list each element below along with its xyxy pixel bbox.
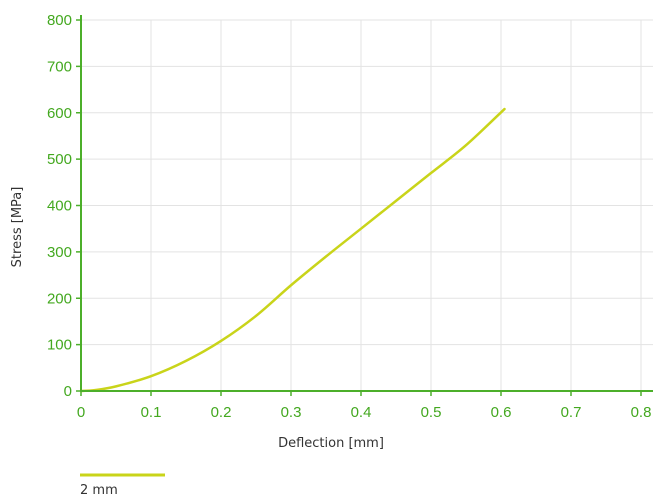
- y-tick-label: 600: [47, 105, 72, 122]
- x-axis-title: Deflection [mm]: [278, 436, 384, 451]
- x-tick-label: 0.5: [421, 404, 442, 421]
- grid-lines: [81, 19, 653, 391]
- series-layer: [79, 107, 506, 393]
- y-tick-label: 500: [47, 151, 72, 168]
- x-tick-label: 0.6: [491, 404, 512, 421]
- x-tick-label: 0.8: [631, 404, 652, 421]
- y-axis-title: Stress [MPa]: [10, 187, 25, 268]
- y-tick-label: 0: [64, 383, 72, 400]
- x-tick-label: 0: [77, 404, 85, 421]
- x-tick-label: 0.7: [561, 404, 582, 421]
- y-tick-label: 800: [47, 12, 72, 29]
- y-tick-labels: 0 100 200 300 400 500 600 700 800: [47, 12, 72, 400]
- x-tick-label: 0.2: [211, 404, 232, 421]
- y-tick-label: 100: [47, 337, 72, 354]
- y-tick-label: 700: [47, 58, 72, 75]
- x-tick-label: 0.3: [281, 404, 302, 421]
- series-line-2mm: [79, 107, 506, 393]
- axes-layer: [76, 15, 653, 396]
- x-tick-labels: 0 0.1 0.2 0.3 0.4 0.5 0.6 0.7 0.8: [77, 404, 652, 421]
- legend: 2 mm: [80, 473, 165, 498]
- y-tick-label: 300: [47, 244, 72, 261]
- y-tick-label: 200: [47, 290, 72, 307]
- x-tick-label: 0.4: [351, 404, 372, 421]
- legend-label-2mm: 2 mm: [80, 483, 118, 498]
- y-tick-label: 400: [47, 198, 72, 215]
- x-tick-label: 0.1: [141, 404, 162, 421]
